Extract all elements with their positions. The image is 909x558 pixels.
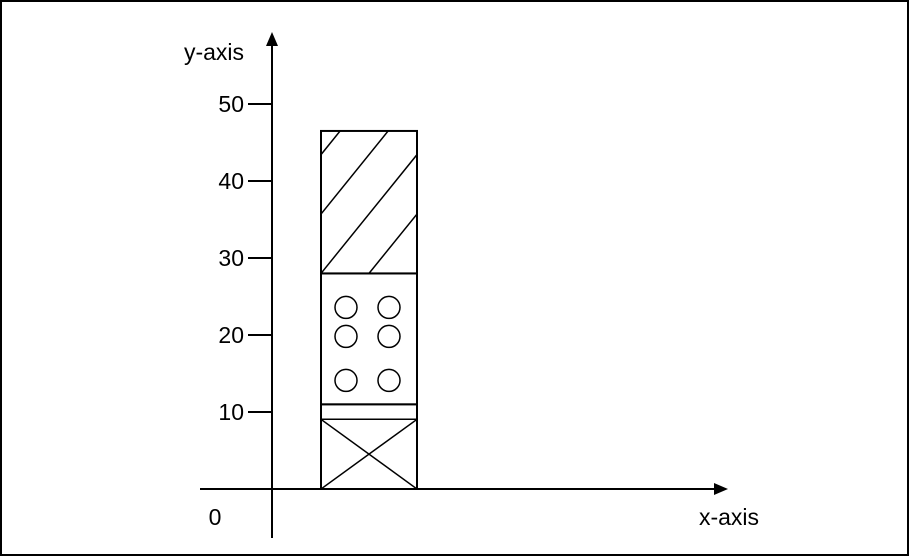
circle-mark bbox=[377, 295, 401, 320]
hatch-line bbox=[561, 127, 679, 273]
bar-segment-cross bbox=[320, 403, 418, 490]
bar-pattern-circles bbox=[334, 295, 401, 393]
axes bbox=[200, 32, 728, 538]
y-tick-label: 10 bbox=[218, 399, 244, 425]
hatch-line bbox=[321, 130, 390, 216]
y-tick-label: 40 bbox=[218, 168, 244, 194]
hatch-line bbox=[368, 212, 417, 274]
bar-rect bbox=[320, 272, 418, 406]
y-tick-label: 20 bbox=[218, 322, 244, 348]
hatch-line bbox=[513, 127, 631, 273]
origin-label: 0 bbox=[209, 504, 222, 530]
bar-segment-diagonal-hatch bbox=[320, 127, 775, 275]
bar-rect bbox=[320, 403, 418, 490]
bar-pattern-cross bbox=[321, 418, 417, 489]
hatch-line bbox=[321, 153, 417, 274]
hatch-line bbox=[465, 127, 583, 273]
x-axis-arrowhead bbox=[714, 483, 728, 495]
y-tick-label: 50 bbox=[218, 91, 244, 117]
circle-mark bbox=[377, 368, 401, 393]
cross-diagonal bbox=[321, 418, 417, 489]
y-tick-label: 30 bbox=[218, 245, 244, 271]
y-ticks: 10 20 30 40 50 bbox=[218, 91, 272, 425]
hatch-line bbox=[321, 130, 342, 156]
bar-rect bbox=[320, 129, 418, 275]
x-axis-label: x-axis bbox=[699, 504, 759, 530]
bar-pattern-diagonal-hatch bbox=[321, 127, 775, 274]
hatch-line bbox=[416, 272, 417, 274]
circle-mark bbox=[334, 324, 358, 349]
circle-mark bbox=[334, 368, 358, 393]
circle-mark bbox=[377, 324, 401, 349]
hatch-line bbox=[609, 127, 727, 273]
circle-mark bbox=[334, 295, 358, 320]
y-axis-arrowhead bbox=[266, 32, 278, 46]
bar-segment-circles bbox=[320, 272, 418, 406]
y-axis-label: y-axis bbox=[184, 39, 244, 65]
hatch-line bbox=[657, 127, 775, 273]
bars bbox=[320, 127, 775, 490]
